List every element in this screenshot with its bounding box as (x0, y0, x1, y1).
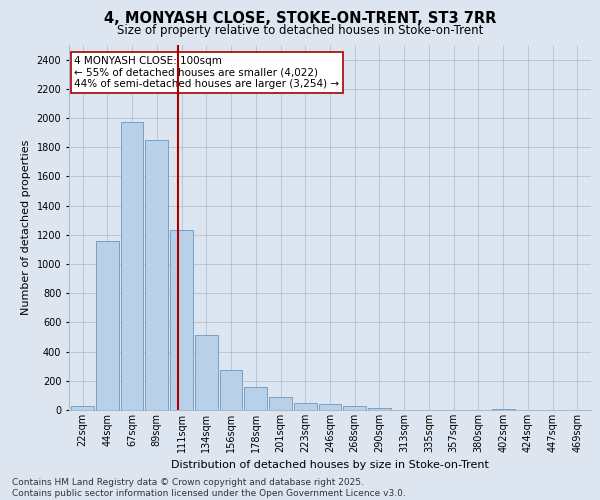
X-axis label: Distribution of detached houses by size in Stoke-on-Trent: Distribution of detached houses by size … (171, 460, 489, 470)
Text: Size of property relative to detached houses in Stoke-on-Trent: Size of property relative to detached ho… (117, 24, 483, 37)
Bar (145, 140, 168, 410)
Bar (294, 402, 317, 410)
Bar (71, 406, 94, 410)
Bar (170, 230, 193, 410)
Bar (121, 122, 143, 410)
Bar (269, 397, 292, 410)
Bar (96, 240, 119, 410)
Bar (492, 408, 515, 410)
Bar (195, 335, 218, 410)
Text: 4, MONYASH CLOSE, STOKE-ON-TRENT, ST3 7RR: 4, MONYASH CLOSE, STOKE-ON-TRENT, ST3 7R… (104, 11, 496, 26)
Bar (368, 408, 391, 410)
Bar (319, 404, 341, 410)
Bar (343, 406, 366, 410)
Bar (220, 370, 242, 410)
Text: 4 MONYASH CLOSE: 100sqm
← 55% of detached houses are smaller (4,022)
44% of semi: 4 MONYASH CLOSE: 100sqm ← 55% of detache… (74, 56, 340, 89)
Y-axis label: Number of detached properties: Number of detached properties (21, 140, 31, 315)
Text: Contains HM Land Registry data © Crown copyright and database right 2025.
Contai: Contains HM Land Registry data © Crown c… (12, 478, 406, 498)
Bar (244, 388, 267, 410)
